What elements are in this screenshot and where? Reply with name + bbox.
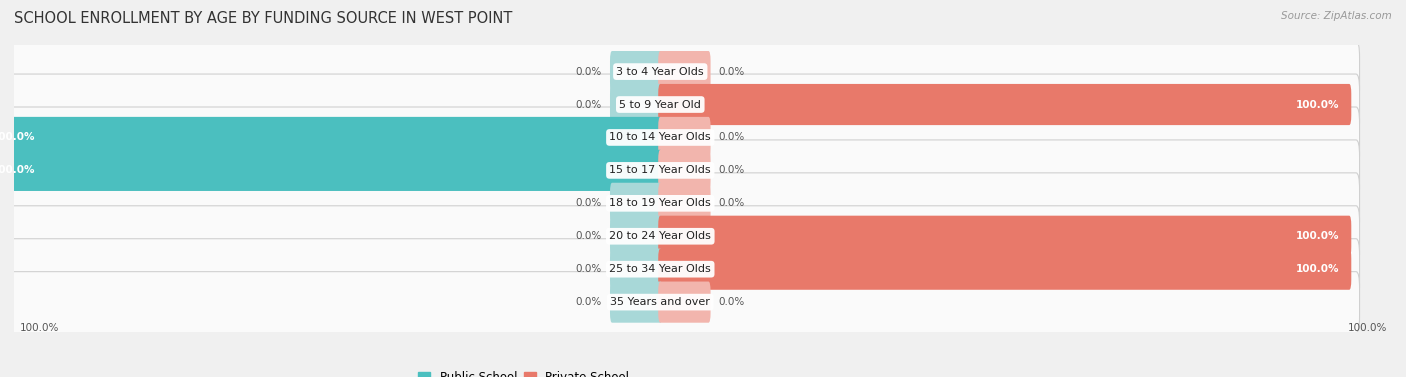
Text: 100.0%: 100.0% [0,132,35,143]
FancyBboxPatch shape [0,41,1360,102]
Text: 100.0%: 100.0% [1295,100,1339,110]
FancyBboxPatch shape [0,206,1360,267]
Text: 3 to 4 Year Olds: 3 to 4 Year Olds [616,67,704,77]
Text: 100.0%: 100.0% [20,323,59,333]
FancyBboxPatch shape [610,51,662,92]
FancyBboxPatch shape [610,282,662,323]
Text: 18 to 19 Year Olds: 18 to 19 Year Olds [609,198,711,208]
Text: 5 to 9 Year Old: 5 to 9 Year Old [620,100,702,110]
FancyBboxPatch shape [0,140,1360,201]
FancyBboxPatch shape [658,84,1351,125]
FancyBboxPatch shape [0,239,1360,300]
Text: 100.0%: 100.0% [1295,231,1339,241]
Text: 0.0%: 0.0% [575,100,602,110]
Legend: Public School, Private School: Public School, Private School [413,366,634,377]
FancyBboxPatch shape [658,183,710,224]
FancyBboxPatch shape [610,216,662,257]
FancyBboxPatch shape [0,74,1360,135]
FancyBboxPatch shape [610,84,662,125]
FancyBboxPatch shape [610,248,662,290]
Text: 100.0%: 100.0% [0,166,35,175]
Text: 0.0%: 0.0% [575,264,602,274]
Text: 35 Years and over: 35 Years and over [610,297,710,307]
Text: 15 to 17 Year Olds: 15 to 17 Year Olds [609,166,711,175]
Text: 0.0%: 0.0% [575,198,602,208]
Text: 0.0%: 0.0% [718,297,745,307]
Text: 0.0%: 0.0% [718,198,745,208]
Text: 10 to 14 Year Olds: 10 to 14 Year Olds [609,132,711,143]
Text: 100.0%: 100.0% [1295,264,1339,274]
Text: 0.0%: 0.0% [575,231,602,241]
FancyBboxPatch shape [0,150,662,191]
Text: 0.0%: 0.0% [718,67,745,77]
FancyBboxPatch shape [610,183,662,224]
FancyBboxPatch shape [658,51,710,92]
Text: 0.0%: 0.0% [575,67,602,77]
Text: 25 to 34 Year Olds: 25 to 34 Year Olds [609,264,711,274]
FancyBboxPatch shape [658,150,710,191]
Text: Source: ZipAtlas.com: Source: ZipAtlas.com [1281,11,1392,21]
Text: 0.0%: 0.0% [718,132,745,143]
Text: 20 to 24 Year Olds: 20 to 24 Year Olds [609,231,711,241]
Text: SCHOOL ENROLLMENT BY AGE BY FUNDING SOURCE IN WEST POINT: SCHOOL ENROLLMENT BY AGE BY FUNDING SOUR… [14,11,512,26]
FancyBboxPatch shape [658,117,710,158]
FancyBboxPatch shape [658,248,1351,290]
FancyBboxPatch shape [0,117,662,158]
FancyBboxPatch shape [658,282,710,323]
FancyBboxPatch shape [0,173,1360,234]
FancyBboxPatch shape [0,107,1360,168]
Text: 0.0%: 0.0% [575,297,602,307]
Text: 0.0%: 0.0% [718,166,745,175]
FancyBboxPatch shape [0,272,1360,333]
Text: 100.0%: 100.0% [1348,323,1388,333]
FancyBboxPatch shape [658,216,1351,257]
